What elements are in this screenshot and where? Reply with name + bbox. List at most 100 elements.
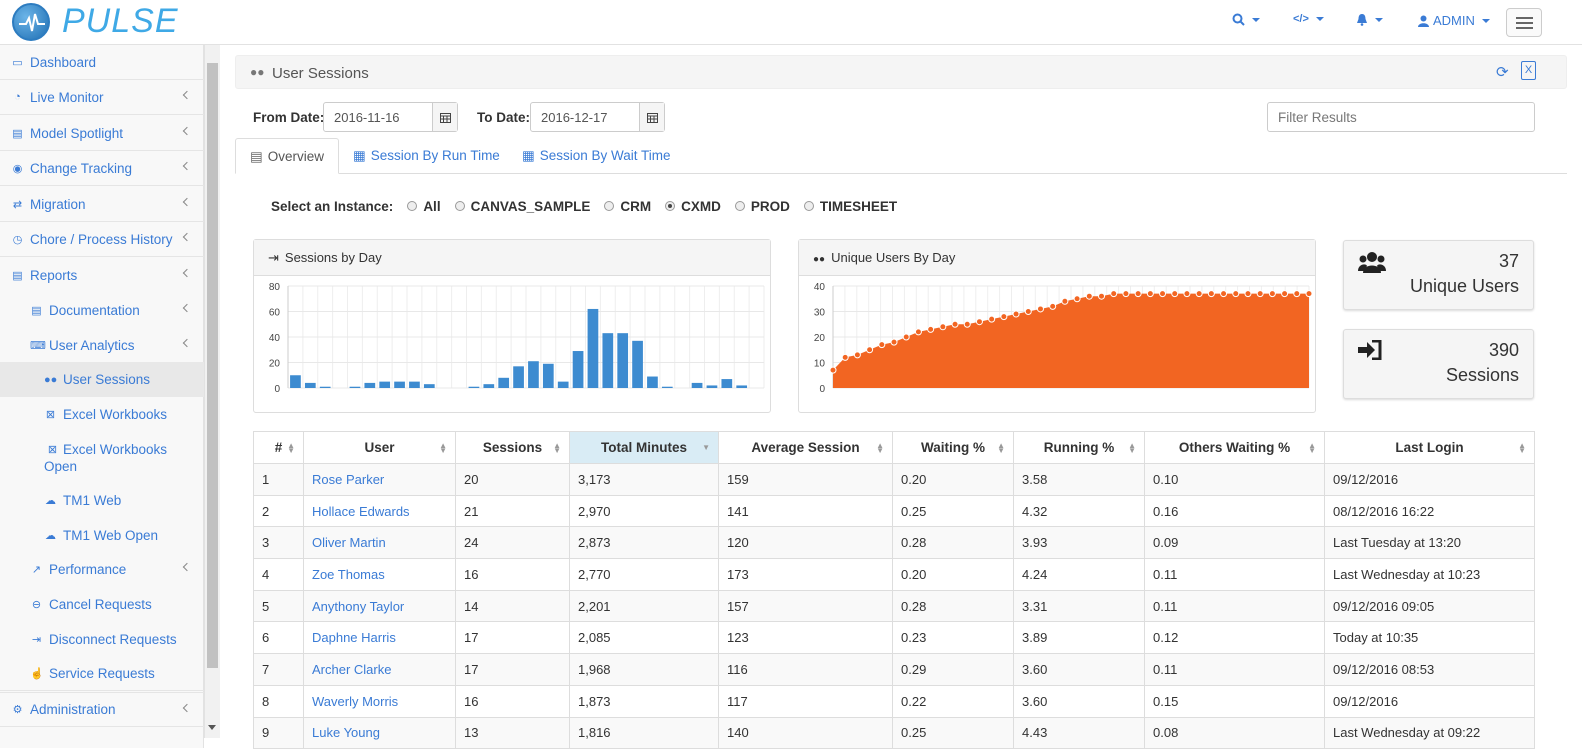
col-header-running-pct[interactable]: Running % ▲ ▼ (1013, 431, 1145, 464)
data-point (914, 328, 922, 336)
tab-overview[interactable]: ▤ Overview (235, 138, 340, 174)
data-point (841, 353, 849, 361)
table-cell[interactable]: Zoe Thomas (303, 558, 456, 591)
bar (423, 384, 435, 388)
table-cell[interactable]: Luke Young (303, 716, 456, 749)
pulse-logo-icon[interactable] (12, 3, 50, 41)
sidebar-item-disconnect-requests[interactable]: ⇥ Disconnect Requests (31, 632, 177, 647)
bar (319, 386, 331, 388)
from-date-input[interactable]: 2016-11-16 (334, 110, 400, 125)
user-link[interactable]: Hollace Edwards (312, 503, 410, 519)
table-cell[interactable]: Anythony Taylor (303, 589, 456, 623)
col-header-user[interactable]: User ▲ ▼ (303, 431, 456, 464)
col-header-last-login[interactable]: Last Login ▲ ▼ (1324, 431, 1535, 464)
tab-session-by-wait-time[interactable]: ▦ Session By Wait Time (522, 148, 671, 163)
sessions-by-day-chart: 0 20 40 60 80 (269, 282, 765, 395)
user-link[interactable]: Zoe Thomas (312, 566, 385, 582)
col-header-others-waiting-pct[interactable]: Others Waiting % ▲ ▼ (1144, 431, 1325, 464)
sidebar-item-user-sessions[interactable]: ●● User Sessions (0, 362, 204, 397)
clock-icon: ◷ (12, 233, 23, 246)
scroll-down-arrow-icon[interactable] (208, 725, 216, 730)
to-date-picker[interactable]: 2016-12-17 (530, 102, 665, 132)
to-date-input[interactable]: 2016-12-17 (541, 110, 608, 125)
table-cell: 8 (253, 684, 304, 718)
tab-session-by-run-time[interactable]: ▦ Session By Run Time (353, 148, 500, 163)
refresh-icon[interactable]: ⟳ (1496, 64, 1509, 81)
sidebar-item-user-analytics[interactable]: ⌨ User Analytics (0, 328, 204, 363)
calendar-icon[interactable] (432, 103, 457, 131)
sidebar-item-model-spotlight[interactable]: ▤ Model Spotlight (0, 116, 204, 151)
sidebar-item-excel-workbooks-open[interactable]: ⊠ Excel Workbooks Open (44, 442, 168, 474)
col-header-index[interactable]: # ▲ ▼ (253, 431, 304, 464)
sessions-count: 390 (1488, 340, 1519, 360)
table-cell[interactable]: Rose Parker (303, 463, 456, 496)
col-header-waiting-pct[interactable]: Waiting % ▲ ▼ (892, 431, 1014, 464)
sidebar-item-excel-workbooks[interactable]: ⊠ Excel Workbooks (45, 407, 168, 422)
table-cell[interactable]: Hollace Edwards (303, 494, 456, 528)
data-point (927, 325, 935, 333)
table-cell: 16 (455, 558, 570, 591)
user-link[interactable]: Anythony Taylor (312, 598, 405, 614)
brand-name[interactable]: PULSE (62, 2, 179, 40)
table-cell: 09/12/2016 08:53 (1324, 653, 1535, 686)
sidebar-item-live-monitor[interactable]: ◔ Live Monitor (0, 80, 204, 115)
data-point (1293, 290, 1301, 298)
page-header: ●● User Sessions ⟳ X (235, 55, 1567, 89)
table-cell[interactable]: Waverly Morris (303, 684, 456, 718)
sidebar-item-change-tracking[interactable]: ◉ Change Tracking (0, 151, 204, 186)
sidebar-item-documentation[interactable]: ▤ Documentation (0, 293, 204, 328)
menu-toggle-button[interactable] (1506, 8, 1542, 37)
notifications-menu[interactable] (1356, 13, 1383, 26)
data-point (1073, 295, 1081, 303)
filter-results-input[interactable]: Filter Results (1267, 102, 1535, 132)
user-link[interactable]: Oliver Martin (312, 535, 386, 551)
data-point (1024, 308, 1032, 315)
sidebar-item-migration[interactable]: ⇄ Migration (0, 187, 204, 222)
sidebar-item-administration[interactable]: ⚙ Administration (0, 692, 204, 727)
col-header-average-session[interactable]: Average Session ▲ ▼ (718, 431, 893, 464)
user-link[interactable]: Rose Parker (312, 471, 385, 487)
search-menu[interactable] (1232, 13, 1260, 26)
cloud-icon: ☁ (45, 530, 56, 542)
y-tick-label: 20 (814, 333, 826, 344)
admin-user-menu[interactable]: ADMIN (1418, 13, 1490, 28)
data-point (1207, 290, 1215, 298)
export-excel-icon[interactable]: X (1521, 61, 1536, 80)
sidebar-item-cancel-requests[interactable]: ⊖ Cancel Requests (31, 597, 152, 612)
sidebar-item-dashboard[interactable]: ▭ Dashboard (0, 45, 204, 80)
data-point (866, 346, 874, 354)
col-header-sessions[interactable]: Sessions ▲ ▼ (455, 431, 570, 464)
table-cell[interactable]: Daphne Harris (303, 621, 456, 655)
instance-radio-crm[interactable]: CRM (604, 199, 651, 214)
instance-radio-prod[interactable]: PROD (734, 199, 790, 214)
desktop-icon: ▭ (12, 56, 23, 69)
calendar-icon[interactable] (639, 103, 664, 131)
user-link[interactable]: Luke Young (312, 725, 380, 741)
table-cell[interactable]: Archer Clarke (303, 653, 456, 686)
table-cell: 0.10 (1144, 463, 1325, 496)
table-cell: 6 (253, 621, 304, 655)
user-link[interactable]: Archer Clarke (312, 661, 392, 677)
code-menu[interactable]: </> (1293, 13, 1324, 25)
sidebar-item-reports[interactable]: ▤ Reports (0, 258, 204, 293)
sidebar-scrollbar[interactable] (204, 45, 220, 738)
sidebar-item-tm1-web-open[interactable]: ☁ TM1 Web Open (45, 528, 159, 543)
table-cell: 24 (455, 526, 570, 560)
sidebar-item-service-requests[interactable]: ☝ Service Requests (0, 656, 204, 691)
user-link[interactable]: Daphne Harris (312, 630, 396, 646)
sidebar-item-performance[interactable]: ↗ Performance (0, 552, 204, 587)
sidebar-item-chore-process-history[interactable]: ◷ Chore / Process History (0, 222, 204, 257)
instance-radio-canvas-sample[interactable]: CANVAS_SAMPLE (454, 199, 590, 214)
instance-radio-timesheet[interactable]: TIMESHEET (803, 199, 897, 214)
col-header-total-minutes[interactable]: Total Minutes ▼ (569, 431, 719, 464)
instance-radio-cxmd[interactable]: CXMD (665, 199, 721, 214)
from-date-label: From Date: (253, 110, 325, 125)
scrollbar-thumb[interactable] (207, 63, 218, 668)
sidebar-item-tm1-web[interactable]: ☁ TM1 Web (45, 493, 122, 508)
from-date-picker[interactable]: 2016-11-16 (323, 102, 458, 132)
data-point (1098, 292, 1106, 300)
page-title: User Sessions (272, 65, 369, 82)
instance-radio-all[interactable]: All (407, 199, 441, 214)
table-cell[interactable]: Oliver Martin (303, 526, 456, 560)
user-link[interactable]: Waverly Morris (312, 693, 399, 709)
